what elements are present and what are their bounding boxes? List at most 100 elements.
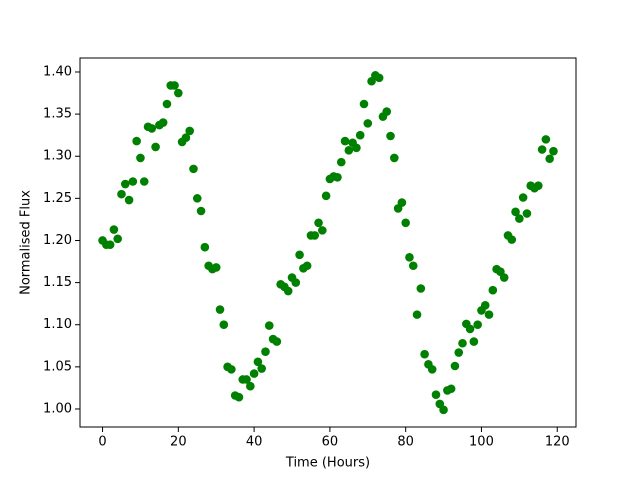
point (359, 99, 369, 109)
point (499, 273, 509, 282)
y-tick-label: 1.00 (43, 401, 72, 416)
point (545, 154, 554, 164)
point (352, 143, 361, 153)
point (533, 181, 543, 191)
point (174, 88, 183, 98)
point (340, 136, 350, 146)
point (344, 146, 354, 155)
point (264, 321, 274, 330)
point (537, 145, 547, 154)
point (363, 119, 373, 128)
y-tick-label: 1.40 (43, 64, 72, 79)
point (302, 261, 312, 271)
point (151, 142, 160, 152)
point (120, 179, 130, 189)
point (109, 225, 119, 234)
point (162, 99, 172, 109)
x-tick-label: 120 (545, 435, 570, 450)
point (401, 218, 410, 228)
y-tick-label: 1.20 (43, 233, 72, 248)
point (549, 146, 558, 156)
point (408, 261, 418, 271)
x-tick-label: 80 (397, 435, 414, 450)
point (439, 405, 448, 415)
point (291, 278, 301, 287)
point (128, 177, 138, 186)
x-tick-label: 100 (469, 435, 494, 450)
point (257, 364, 266, 373)
point (219, 320, 229, 330)
point (253, 357, 263, 367)
point (382, 107, 392, 116)
point (484, 310, 494, 319)
point (416, 284, 426, 293)
point (272, 337, 282, 346)
point (386, 131, 395, 141)
point (246, 381, 255, 391)
plot-frame (79, 57, 577, 428)
point (234, 392, 244, 402)
point (249, 369, 259, 378)
x-tick-label: 20 (170, 435, 187, 450)
point (321, 191, 331, 201)
y-tick-label: 1.30 (43, 149, 72, 164)
point (124, 195, 134, 205)
point (469, 337, 479, 346)
point (518, 193, 528, 202)
y-tick-label: 1.15 (43, 275, 72, 290)
point (211, 263, 221, 272)
point (132, 136, 141, 146)
point (374, 73, 384, 83)
x-tick-label: 40 (246, 435, 263, 450)
point (295, 250, 304, 260)
point (431, 390, 441, 399)
point (227, 365, 236, 374)
point (458, 338, 467, 348)
point (318, 226, 327, 235)
point (215, 305, 225, 314)
point (541, 135, 551, 144)
point (511, 207, 520, 217)
point (136, 153, 145, 163)
point (158, 118, 168, 127)
y-tick-label: 1.05 (43, 359, 72, 374)
point (507, 235, 517, 244)
point (113, 234, 123, 244)
point (196, 206, 206, 216)
point (105, 240, 115, 249)
point (336, 157, 346, 167)
point (170, 81, 179, 90)
point (189, 164, 198, 174)
point (420, 349, 429, 359)
point (314, 218, 323, 228)
point (192, 194, 202, 203)
y-tick-label: 1.25 (43, 191, 72, 206)
point (185, 126, 194, 136)
point (412, 310, 422, 319)
point (283, 286, 293, 296)
point (405, 253, 414, 262)
point (397, 198, 407, 207)
point (333, 172, 342, 182)
point (465, 324, 475, 334)
point (200, 242, 210, 252)
point (139, 177, 149, 186)
point (480, 301, 490, 310)
point (450, 361, 460, 371)
point (117, 189, 126, 199)
y-tick-label: 1.10 (43, 317, 72, 332)
y-axis-label: Normalised Flux (19, 190, 34, 295)
point (515, 214, 524, 223)
point (488, 285, 498, 295)
x-tick-label: 0 (98, 435, 106, 450)
x-axis-label: Time (Hours) (285, 456, 370, 471)
point (147, 124, 157, 133)
point (261, 347, 270, 356)
point (242, 375, 251, 384)
point (454, 348, 464, 357)
point (310, 231, 320, 240)
point (390, 153, 399, 163)
point (355, 130, 365, 140)
